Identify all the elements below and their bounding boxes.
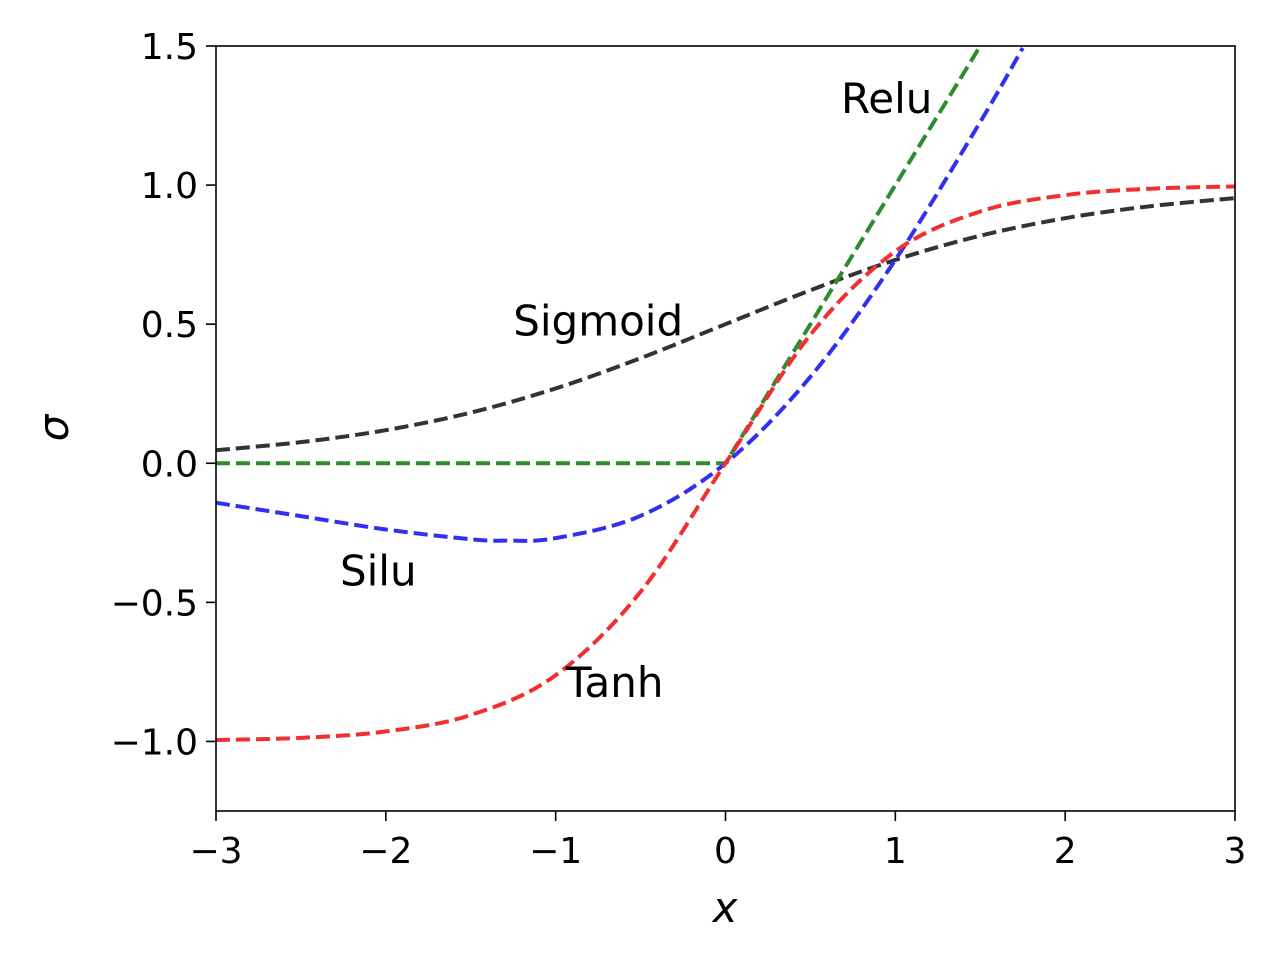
y-tick-label: 1.5 bbox=[141, 27, 198, 68]
y-tick-label: 1.0 bbox=[141, 166, 198, 207]
x-tick-label: 1 bbox=[884, 831, 907, 872]
x-axis-label: x bbox=[711, 883, 739, 932]
y-tick-label: 0.0 bbox=[141, 444, 198, 485]
x-tick-label: 0 bbox=[714, 831, 737, 872]
annotation-layer: Relu Sigmoid Silu Tanh bbox=[340, 74, 932, 707]
x-tick-label: −2 bbox=[359, 831, 412, 872]
annotation-relu: Relu bbox=[841, 74, 932, 123]
x-tick-label: 3 bbox=[1224, 831, 1247, 872]
plot-frame bbox=[215, 45, 1236, 812]
x-tick-label: −1 bbox=[529, 831, 582, 872]
annotation-sigmoid: Sigmoid bbox=[513, 296, 683, 345]
x-tick-label: −3 bbox=[189, 831, 242, 872]
y-tick-label: −0.5 bbox=[111, 583, 198, 624]
x-tick-label: 2 bbox=[1054, 831, 1077, 872]
y-axis-label: σ bbox=[29, 413, 78, 441]
series-line-silu bbox=[216, 46, 1025, 543]
y-tick-label: 0.5 bbox=[141, 305, 198, 346]
tick-layer: −3 −2 −1 0 1 2 3 −1.0 −0.5 0.0 0.5 1.0 1.5 bbox=[111, 27, 1247, 872]
y-tick-label: −1.0 bbox=[111, 722, 198, 763]
series-line-sigmoid bbox=[216, 196, 1235, 453]
series-layer bbox=[216, 46, 1235, 743]
annotation-tanh: Tanh bbox=[565, 658, 664, 707]
series-line-tanh bbox=[216, 184, 1235, 743]
annotation-silu: Silu bbox=[340, 547, 417, 596]
